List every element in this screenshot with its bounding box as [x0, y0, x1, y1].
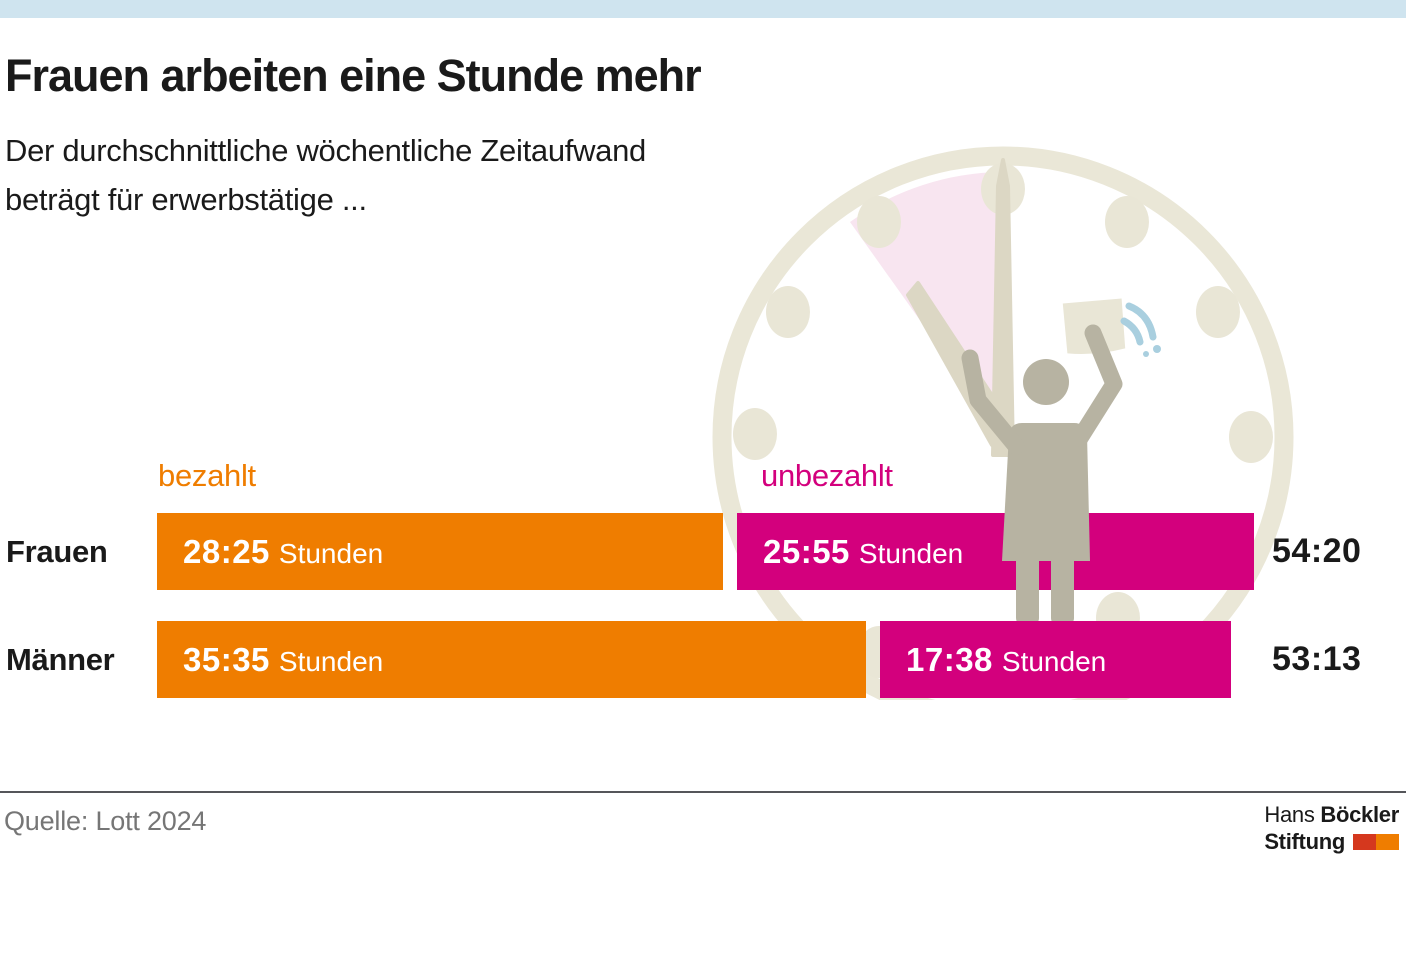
clock-hands — [906, 158, 1016, 457]
clock-wedge — [850, 172, 1003, 437]
footer-divider — [0, 791, 1406, 793]
top-accent-strip — [0, 0, 1406, 18]
bar-unit: Stunden — [858, 537, 964, 569]
bar-unit: Stunden — [278, 645, 384, 677]
page-title: Frauen arbeiten eine Stunde mehr — [5, 50, 702, 101]
legend-paid-label: bezahlt — [158, 458, 256, 493]
source-note: Quelle: Lott 2024 — [4, 806, 207, 836]
legend-unpaid-label: unbezahlt — [761, 458, 893, 493]
logo-orange-square-icon — [1376, 833, 1399, 850]
logo-line-1: Hans Böckler — [1264, 802, 1399, 827]
page-subtitle: Der durchschnittliche wöchentliche Zeita… — [5, 126, 646, 224]
bar-maenner-unbezahlt: 17:38 Stunden — [880, 621, 1231, 698]
motion-dots — [1143, 345, 1161, 357]
bar-unit: Stunden — [278, 537, 384, 569]
bar-value: 17:38 — [906, 640, 993, 678]
bar-frauen-unbezahlt: 25:55 Stunden — [737, 513, 1254, 590]
bar-unit: Stunden — [1001, 645, 1107, 677]
clock-ring — [712, 146, 1294, 700]
bar-value: 25:55 — [763, 532, 850, 570]
minute-hand — [991, 158, 1015, 457]
person-arm-right — [1071, 324, 1123, 447]
clock-hour-markers — [733, 163, 1273, 678]
bar-frauen-bezahlt: 28:25 Stunden — [157, 513, 723, 590]
total-frauen: 54:20 — [1272, 532, 1362, 570]
hans-boeckler-stiftung-logo: Hans Böckler Stiftung — [1264, 801, 1399, 855]
hour-hand — [906, 281, 1016, 447]
motion-lines-icon — [1120, 302, 1157, 346]
person-head — [1023, 359, 1069, 405]
row-label-frauen: Frauen — [6, 533, 108, 569]
bar-value: 28:25 — [183, 532, 270, 570]
sticky-note-icon — [1062, 298, 1126, 355]
subtitle-line-2: beträgt für erwerbstätige ... — [5, 182, 367, 217]
total-maenner: 53:13 — [1272, 640, 1362, 678]
logo-line-2: Stiftung — [1264, 828, 1399, 855]
row-label-maenner: Männer — [6, 641, 115, 677]
clock-illustration-icon — [712, 146, 1294, 700]
subtitle-line-1: Der durchschnittliche wöchentliche Zeita… — [5, 133, 646, 168]
bar-value: 35:35 — [183, 640, 270, 678]
logo-red-square-icon — [1353, 833, 1376, 850]
person-raising-arms-icon — [961, 324, 1123, 626]
person-arm-left — [961, 349, 1025, 455]
bar-maenner-bezahlt: 35:35 Stunden — [157, 621, 866, 698]
